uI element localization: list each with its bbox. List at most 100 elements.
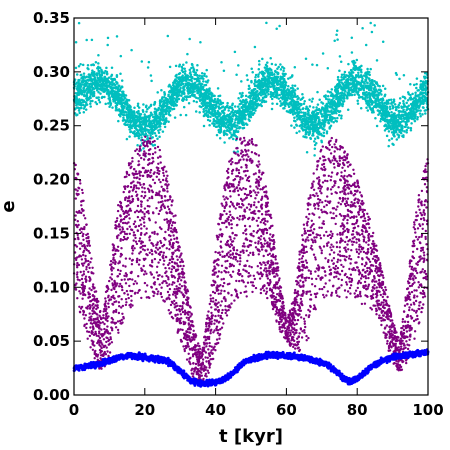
point-cyan [190, 93, 194, 97]
point-cyan [342, 96, 346, 100]
point-cyan [353, 93, 356, 97]
point-cyan [312, 110, 316, 114]
point-cyan [259, 93, 263, 97]
point-purple [363, 217, 367, 220]
point-cyan [85, 103, 89, 106]
point-cyan [335, 88, 338, 92]
point-cyan [178, 63, 182, 66]
point-cyan [85, 91, 89, 95]
point-cyan [231, 114, 234, 118]
point-cyan [248, 100, 252, 104]
point-cyan [106, 36, 110, 40]
point-cyan [242, 112, 246, 115]
point-cyan [143, 113, 146, 116]
point-cyan [273, 87, 276, 91]
point-cyan [364, 75, 367, 78]
point-cyan [228, 136, 231, 140]
point-cyan [182, 63, 185, 67]
point-cyan [76, 93, 80, 97]
point-cyan [274, 91, 278, 95]
point-purple [254, 246, 258, 249]
point-cyan [267, 77, 270, 81]
point-cyan [262, 85, 265, 88]
point-cyan [400, 105, 403, 108]
point-cyan [218, 137, 222, 140]
point-cyan [106, 43, 109, 47]
point-cyan [235, 124, 239, 127]
point-cyan [198, 111, 201, 114]
point-cyan [304, 114, 307, 118]
point-cyan [214, 115, 217, 118]
point-cyan [108, 96, 111, 100]
point-purple [79, 292, 82, 295]
point-cyan [196, 74, 199, 77]
point-cyan [302, 111, 305, 115]
point-cyan [338, 110, 342, 113]
point-cyan [241, 98, 245, 102]
point-cyan [287, 110, 290, 114]
scatter-points [72, 21, 430, 388]
point-cyan [300, 97, 304, 101]
point-purple [81, 264, 85, 267]
point-cyan [149, 114, 152, 117]
point-purple [258, 163, 261, 166]
point-cyan [303, 128, 306, 132]
point-cyan [99, 74, 102, 78]
point-cyan [304, 107, 308, 111]
point-cyan [188, 87, 192, 91]
point-cyan [361, 77, 364, 80]
point-cyan [293, 93, 297, 96]
point-cyan [282, 69, 285, 73]
point-cyan [265, 64, 269, 68]
point-cyan [415, 94, 419, 98]
point-cyan [364, 84, 368, 87]
point-cyan [240, 105, 243, 109]
point-cyan [357, 71, 360, 74]
point-purple [149, 148, 152, 151]
point-cyan [282, 73, 285, 77]
point-purple [222, 277, 225, 281]
point-cyan [410, 122, 413, 125]
point-cyan [133, 134, 137, 138]
point-cyan [366, 109, 370, 112]
point-cyan [417, 88, 420, 92]
point-cyan [128, 104, 131, 107]
point-cyan [115, 35, 119, 38]
point-cyan [209, 112, 213, 115]
point-cyan [253, 97, 257, 101]
point-cyan [82, 110, 86, 114]
point-purple [336, 258, 340, 261]
point-cyan [320, 112, 323, 115]
point-cyan [177, 97, 180, 100]
point-cyan [287, 77, 290, 80]
point-cyan [224, 117, 227, 120]
point-purple [380, 319, 383, 322]
point-purple [324, 274, 327, 277]
point-cyan [266, 72, 270, 76]
point-cyan [74, 41, 78, 44]
point-cyan [406, 114, 410, 118]
point-cyan [302, 135, 305, 138]
point-cyan [251, 93, 255, 97]
point-cyan [359, 106, 363, 110]
point-cyan [405, 101, 408, 105]
point-cyan [366, 67, 369, 71]
point-cyan [338, 69, 341, 73]
point-cyan [208, 98, 212, 101]
point-cyan [402, 105, 405, 109]
point-cyan [97, 98, 101, 102]
point-cyan [409, 116, 413, 119]
point-cyan [231, 102, 234, 106]
point-purple [300, 257, 304, 260]
point-cyan [195, 89, 199, 92]
point-purple [82, 253, 85, 257]
point-cyan [97, 69, 101, 72]
point-cyan [186, 52, 189, 56]
point-cyan [338, 55, 342, 58]
point-cyan [144, 125, 147, 129]
point-cyan [280, 77, 284, 80]
point-cyan [128, 114, 132, 118]
point-purple [405, 330, 409, 333]
point-purple [363, 280, 367, 284]
point-purple [408, 308, 411, 312]
